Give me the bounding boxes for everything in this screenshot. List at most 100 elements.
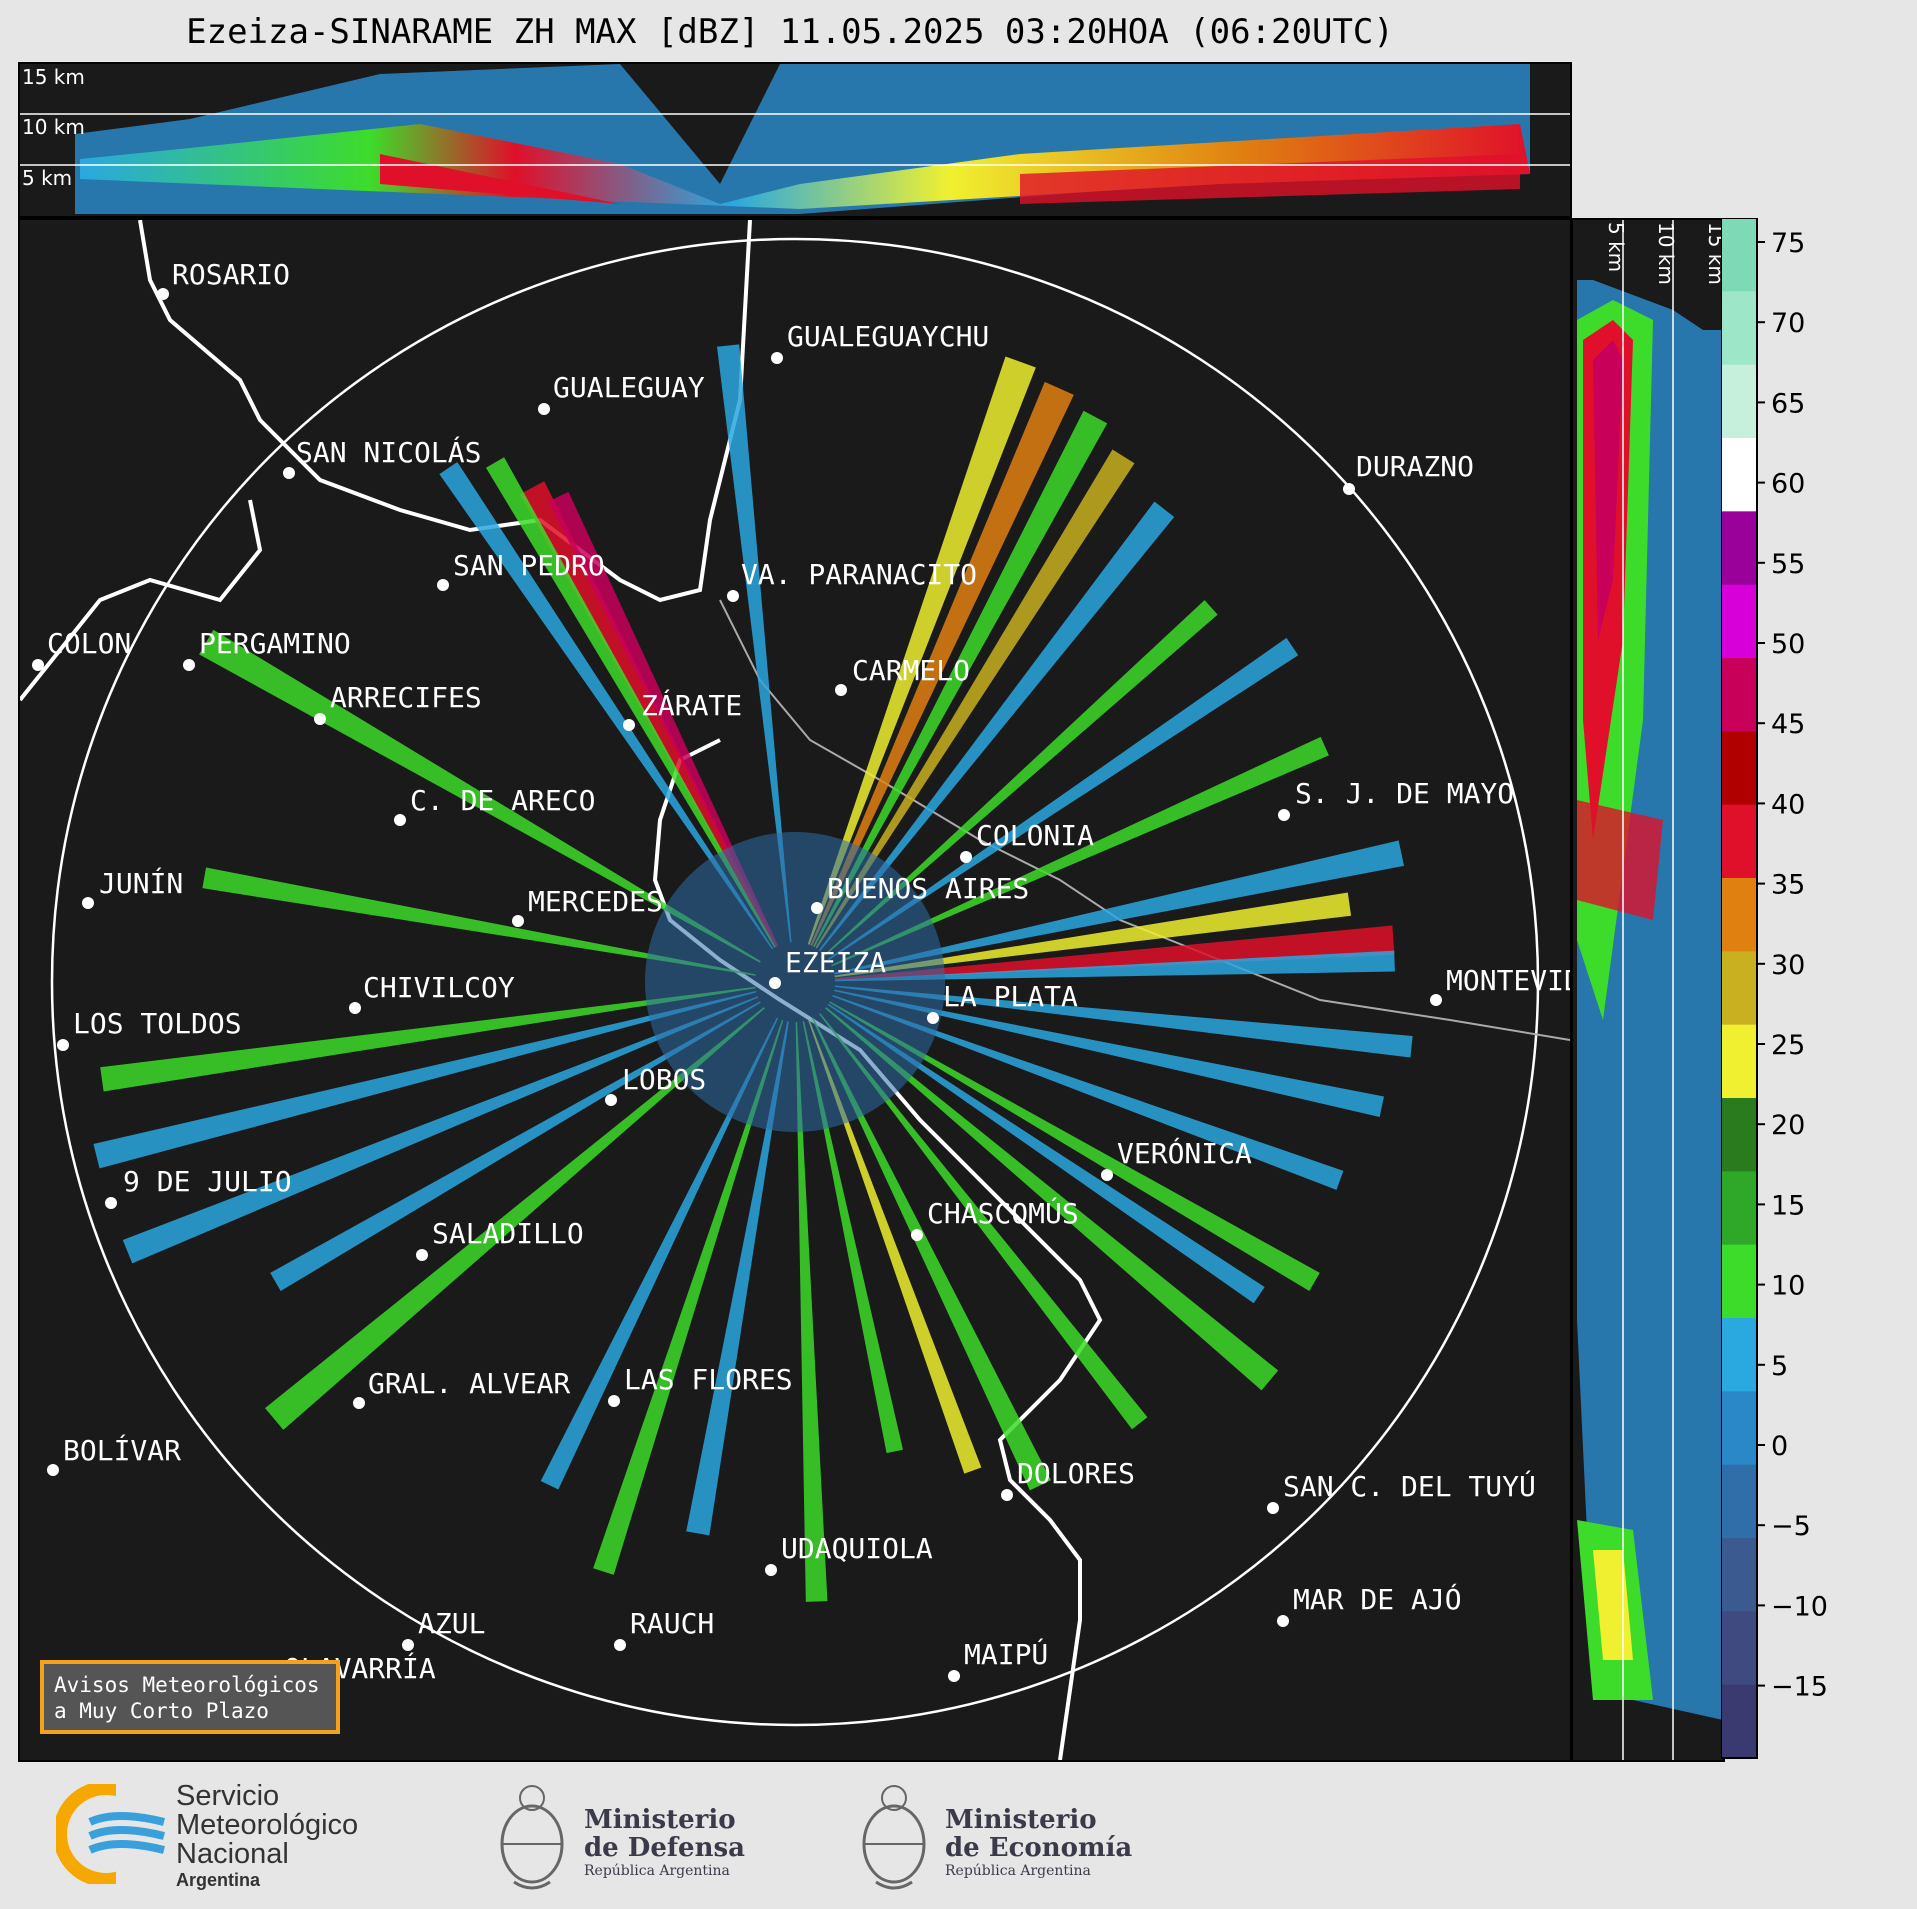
economia-line-2: de Economía [945,1833,1133,1863]
economia-line-3: República Argentina [945,1863,1091,1879]
city-label: CHIVILCOY [363,971,515,1004]
city-marker [105,1197,117,1209]
city-marker [605,1094,617,1106]
city-label: EZEIZA [785,946,886,979]
city-marker [1430,994,1442,1006]
city-label: UDAQUIOLA [781,1532,933,1565]
radar-map: ROSARIO GUALEGUAYCHU GUALEGUAY SAN NICOLÁS D… [20,220,1570,1760]
colorbar-band [1721,878,1757,952]
city-marker [1343,483,1355,495]
echo-ray [593,1019,784,1575]
city-label: LAS FLORES [624,1363,793,1396]
colorbar-band [1721,1244,1757,1319]
colorbar-band [1721,218,1757,292]
city-label: S. J. DE MAYO [1295,777,1514,810]
echo-ray [199,629,761,963]
colorbar-band [1721,951,1757,1026]
city-marker [811,902,823,914]
city-label: SAN C. DEL TUYÚ [1283,1469,1536,1503]
colorbar-tick-label: 10 [1771,1271,1805,1302]
city-label: LA PLATA [943,980,1078,1013]
city-marker [47,1464,59,1476]
colorbar-band [1721,804,1757,879]
economia-text: Ministerio de Economía República Argenti… [945,1806,1132,1880]
city-marker [157,288,169,300]
city-marker [614,1639,626,1651]
smn-line-1: Servicio [176,1780,280,1812]
city-label: AZUL [418,1607,485,1640]
echo-ray [802,1020,903,1454]
city-label: GUALEGUAY [553,371,705,404]
colorbar-bands [1721,218,1757,1759]
city-marker [771,352,783,364]
colorbar-band [1721,1611,1757,1686]
colorbar-band [1721,291,1757,366]
city-marker [835,684,847,696]
city-label: CARMELO [852,654,970,687]
colorbar-band [1721,511,1757,586]
city-label: C. DE ARECO [410,784,595,817]
top-cross-section: 15 km 10 km 5 km [20,64,1570,214]
echo-ray [834,892,1352,978]
colorbar-band [1721,364,1757,439]
city-label: MERCEDES [528,885,663,918]
city-marker [1001,1489,1013,1501]
city-marker [911,1229,923,1241]
city-label: GUALEGUAYCHU [787,320,989,353]
city-label: MONTEVIDEO [1446,964,1570,997]
city-label: PERGAMINO [199,627,351,660]
colorbar-tick-label: 5 [1771,1351,1788,1382]
top-height-label-10: 10 km [22,115,85,139]
city-marker [183,659,195,671]
echo-ray [825,1007,1279,1391]
echo-ray [548,491,779,947]
smn-line-3: Nacional [176,1838,289,1870]
echo-ray [815,449,1135,949]
city-marker [608,1395,620,1407]
city-marker [727,590,739,602]
echo-ray [810,381,1074,946]
colorbar-band [1721,1024,1757,1099]
echo-ray [93,990,757,1169]
smn-line-2: Meteorológico [176,1809,359,1841]
echo-ray [831,736,1329,967]
colorbar-band [1721,1098,1757,1172]
side-height-label-10: 10 km [1654,222,1678,285]
city-marker [32,659,44,671]
colorbar-band [1721,438,1757,512]
smn-line-4: Argentina [176,1870,261,1890]
avisos-line-2: a Muy Corto Plazo [54,1699,269,1723]
echo-ray [811,1017,1051,1491]
escudo-economia-icon [862,1785,926,1890]
colorbar-tick-label: 70 [1771,308,1805,339]
colorbar-band [1721,584,1757,659]
colorbar-band [1721,1391,1757,1466]
city-label: BOLÍVAR [63,1433,181,1467]
colorbar-tick-label: 65 [1771,388,1805,419]
ground-clutter-area [645,832,945,1132]
colorbar-band [1721,1464,1757,1539]
city-label: CHASCOMÚS [927,1196,1079,1230]
city-label: 9 DE JULIO [123,1165,292,1198]
city-marker [1278,809,1290,821]
city-label: SAN PEDRO [453,549,605,582]
echo-ray [485,457,776,948]
city-label: ROSARIO [172,258,290,291]
top-cross-section-panel: 15 km 10 km 5 km [18,62,1572,218]
echo-ray [270,1001,761,1292]
echo-ray [439,462,774,950]
city-marker [314,713,326,725]
city-label: RAUCH [630,1607,714,1640]
colorbar-band [1721,1684,1757,1759]
echo-ray [795,1021,828,1602]
echo-ray [100,986,756,1092]
city-label: DURAZNO [1356,450,1474,483]
city-marker [1101,1169,1113,1181]
avisos-box: Avisos Meteorológicos a Muy Corto Plazo [40,1660,340,1734]
smn-text: Servicio Meteorológico Nacional Argentin… [176,1782,358,1891]
colorbar-tick-label: 15 [1771,1190,1805,1221]
river-west [20,499,263,702]
echo-ray [122,996,759,1264]
echo-ray [834,925,1395,981]
